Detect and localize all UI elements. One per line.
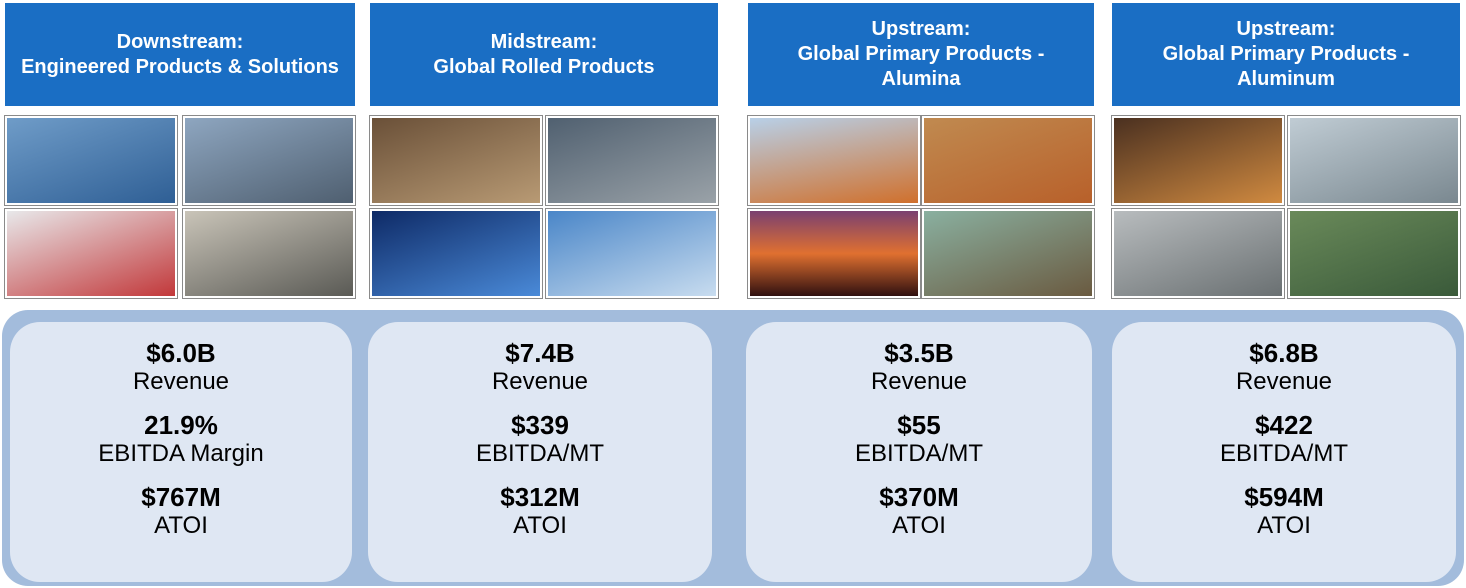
- metric-label: ATOI: [1112, 512, 1456, 540]
- metric-value: $6.8B: [1112, 338, 1456, 368]
- segment-photo: [1288, 209, 1460, 298]
- segment-header: Midstream:Global Rolled Products: [370, 3, 718, 106]
- segment-photo: [370, 116, 542, 205]
- metric-value: $370M: [746, 482, 1092, 512]
- segment-photo: [5, 116, 177, 205]
- metric-label: EBITDA/MT: [368, 440, 712, 468]
- metric-label: Revenue: [10, 368, 352, 396]
- segment-photo: [1288, 116, 1460, 205]
- segment-header: Downstream:Engineered Products & Solutio…: [5, 3, 355, 106]
- metric-value: $339: [368, 410, 712, 440]
- segment-photo: [922, 209, 1094, 298]
- metric-label: ATOI: [368, 512, 712, 540]
- segment-stage: Midstream:: [382, 30, 706, 55]
- metric-value: $767M: [10, 482, 352, 512]
- metric-value: $312M: [368, 482, 712, 512]
- segment-name: Global Primary Products - Aluminum: [1124, 42, 1448, 92]
- segment-photo: [5, 209, 177, 298]
- segment-photo: [748, 116, 920, 205]
- metric-value: $594M: [1112, 482, 1456, 512]
- metric-label: ATOI: [746, 512, 1092, 540]
- metric-label: ATOI: [10, 512, 352, 540]
- metric-label: Revenue: [1112, 368, 1456, 396]
- segment-stage: Downstream:: [17, 30, 343, 55]
- metric-label: Revenue: [746, 368, 1092, 396]
- segment-header: Upstream:Global Primary Products - Alumi…: [748, 3, 1094, 106]
- segment-header: Upstream:Global Primary Products - Alumi…: [1112, 3, 1460, 106]
- segment-photo: [1112, 116, 1284, 205]
- segment-photo: [546, 209, 718, 298]
- segment-name: Engineered Products & Solutions: [17, 55, 343, 80]
- segment-name: Global Primary Products - Alumina: [760, 42, 1082, 92]
- metric-label: EBITDA Margin: [10, 440, 352, 468]
- segment-photo: [183, 209, 355, 298]
- metric-value: 21.9%: [10, 410, 352, 440]
- metric-label: EBITDA/MT: [746, 440, 1092, 468]
- metric-value: $55: [746, 410, 1092, 440]
- metric-value: $7.4B: [368, 338, 712, 368]
- segment-photo: [546, 116, 718, 205]
- segment-stage: Upstream:: [1124, 17, 1448, 42]
- segment-photo: [1112, 209, 1284, 298]
- metric-label: Revenue: [368, 368, 712, 396]
- metric-value: $6.0B: [10, 338, 352, 368]
- metric-label: EBITDA/MT: [1112, 440, 1456, 468]
- metric-value: $3.5B: [746, 338, 1092, 368]
- segment-photo: [748, 209, 920, 298]
- segment-name: Global Rolled Products: [382, 55, 706, 80]
- segment-photo: [183, 116, 355, 205]
- segment-stage: Upstream:: [760, 17, 1082, 42]
- metric-value: $422: [1112, 410, 1456, 440]
- segment-photo: [370, 209, 542, 298]
- segment-photo: [922, 116, 1094, 205]
- slide: Downstream:Engineered Products & Solutio…: [0, 0, 1466, 588]
